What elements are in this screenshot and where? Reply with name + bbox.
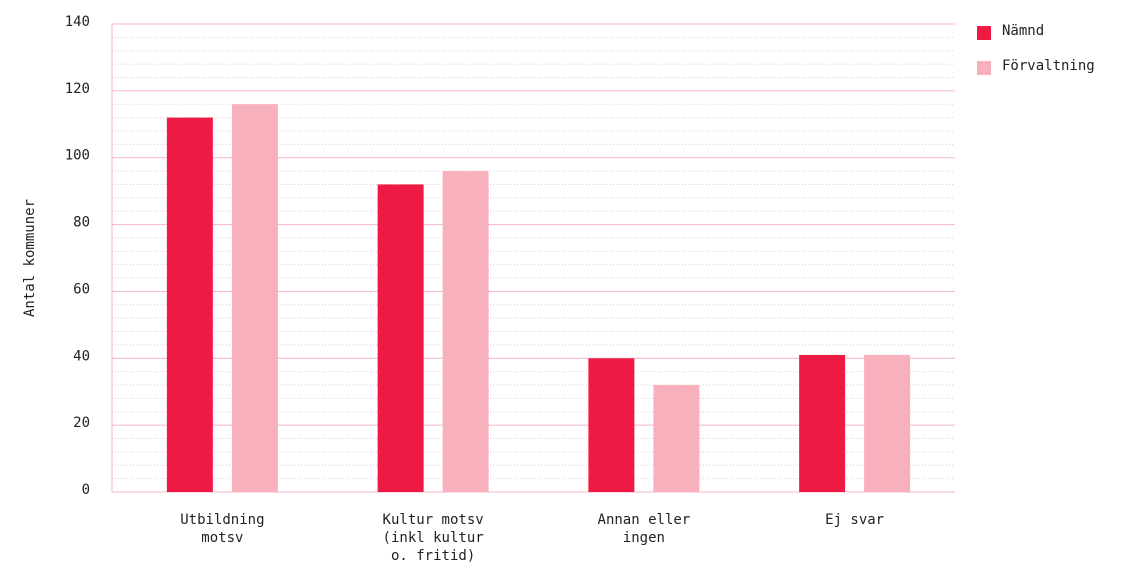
y-tick-label: 60 bbox=[73, 281, 90, 297]
bar bbox=[653, 385, 700, 492]
legend-label: Förvaltning bbox=[1002, 58, 1095, 74]
x-tick-label: (inkl kultur bbox=[383, 530, 484, 546]
y-tick-label: 20 bbox=[73, 415, 90, 431]
bar bbox=[864, 354, 911, 492]
x-tick-label: motsv bbox=[201, 530, 243, 546]
x-tick-label: Annan eller bbox=[598, 512, 691, 528]
legend-swatch bbox=[977, 61, 991, 75]
bar bbox=[442, 171, 489, 493]
y-tick-label: 100 bbox=[65, 148, 90, 164]
y-tick-label: 0 bbox=[82, 482, 90, 498]
y-tick-label: 80 bbox=[73, 215, 90, 231]
x-tick-label: Kultur motsv bbox=[383, 512, 484, 528]
x-tick-label: Utbildning bbox=[180, 512, 264, 528]
x-tick-label: ingen bbox=[623, 530, 665, 546]
x-tick-label: Ej svar bbox=[825, 512, 884, 528]
bar bbox=[377, 184, 424, 492]
y-tick-label: 140 bbox=[65, 14, 90, 30]
bar bbox=[231, 104, 278, 492]
bar bbox=[166, 117, 213, 492]
x-tick-label: o. fritid) bbox=[391, 548, 475, 564]
legend-swatch bbox=[977, 26, 991, 40]
y-axis-label: Antal kommuner bbox=[22, 199, 38, 317]
legend-label: Nämnd bbox=[1002, 23, 1044, 39]
bar bbox=[588, 358, 635, 492]
y-tick-label: 120 bbox=[65, 81, 90, 97]
bar bbox=[799, 354, 846, 492]
y-tick-label: 40 bbox=[73, 348, 90, 364]
